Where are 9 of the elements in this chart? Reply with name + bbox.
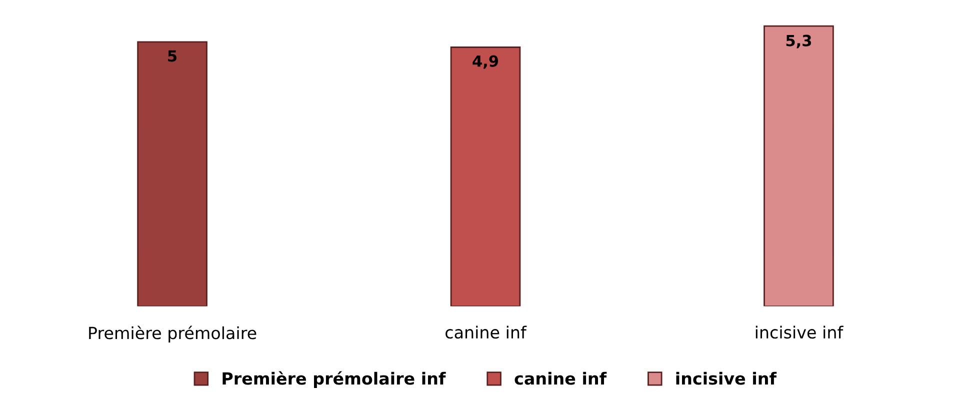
x-tick-label: incisive inf [756,326,844,339]
data-label: 5 [168,50,177,62]
x-tick-label: canine inf [446,326,527,339]
legend-label: Première prémolaire inf [222,371,446,388]
data-label: 4,9 [472,55,498,69]
legend-label: canine inf [514,372,607,385]
x-tick-label: Première prémolaire [89,326,256,343]
data-label: 5,3 [786,34,812,48]
legend-label: incisive inf [676,372,777,385]
